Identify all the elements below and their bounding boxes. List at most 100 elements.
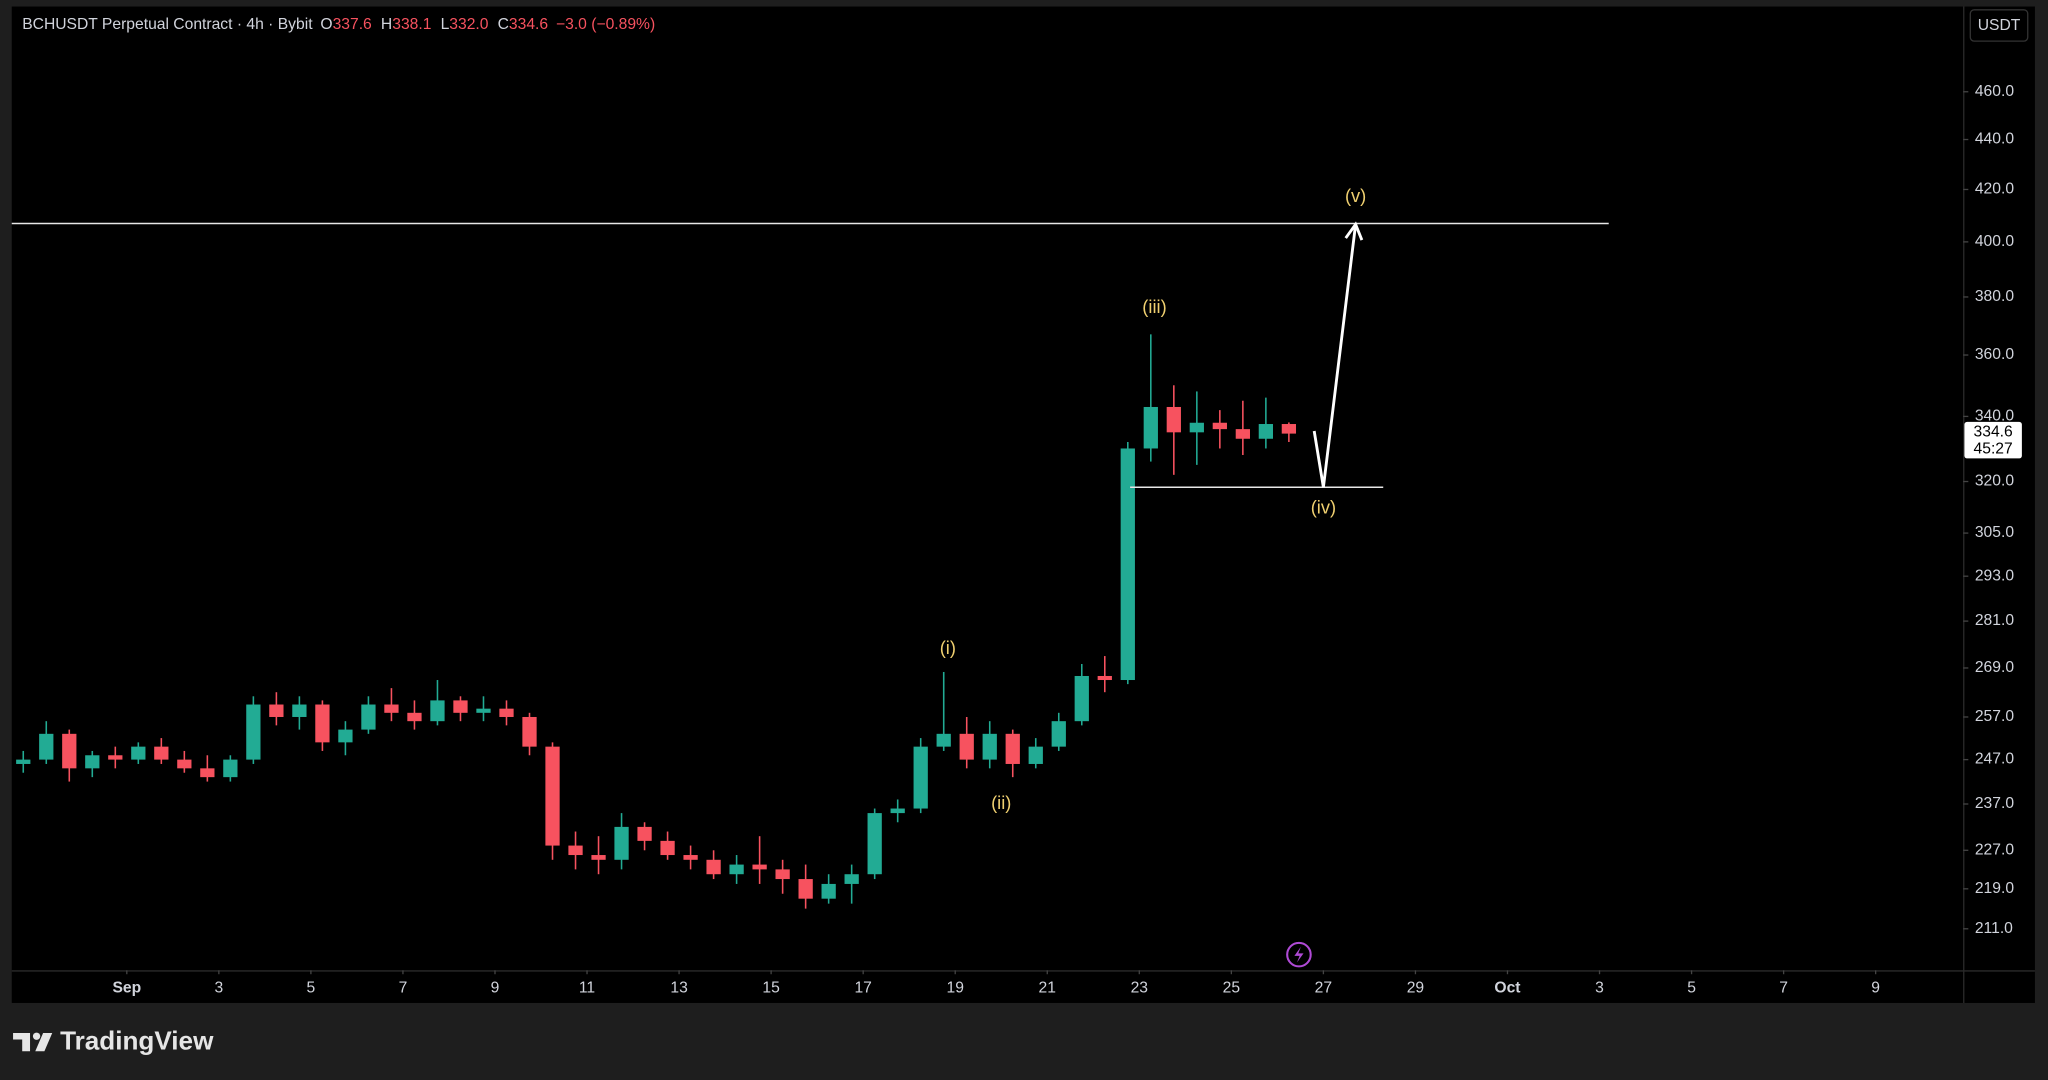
candle-body: [62, 733, 77, 769]
y-tick-label: 400.0: [1975, 233, 2014, 250]
x-tick-label: 23: [1131, 980, 1149, 997]
candle: [499, 700, 514, 726]
candle: [959, 716, 974, 769]
price-badge-value: 334.6: [1974, 423, 2013, 440]
candle-body: [499, 708, 514, 717]
candle-body: [1258, 424, 1273, 439]
candle-body: [476, 708, 491, 713]
candle-body: [246, 704, 261, 760]
wave-arrow: [1312, 224, 1358, 488]
y-tick-label: 460.0: [1975, 83, 2014, 100]
candle-body: [154, 746, 169, 760]
candle: [177, 750, 192, 773]
candle-body: [1281, 424, 1297, 434]
x-tick-label: 19: [947, 980, 964, 997]
y-tick-label: 340.0: [1975, 408, 2014, 425]
candle: [246, 696, 261, 764]
candle-body: [545, 746, 560, 846]
y-tick-label: 247.0: [1975, 751, 2014, 768]
alert-icon[interactable]: [1286, 941, 1312, 968]
candle-body: [292, 704, 307, 717]
candle-body: [798, 879, 813, 899]
candle-body: [1074, 675, 1089, 722]
x-tick-label: 21: [1039, 980, 1056, 997]
wave-label: (i): [940, 637, 956, 658]
candle-body: [683, 855, 698, 860]
candle-body: [1166, 406, 1181, 433]
logo: TradingView: [13, 1026, 214, 1056]
y-tick-label: 305.0: [1975, 524, 2014, 541]
y-tick-label: 360.0: [1975, 346, 2014, 363]
candle-body: [752, 864, 767, 870]
price-badge-countdown: 45:27: [1974, 440, 2013, 457]
candle: [1212, 410, 1227, 449]
candle-body: [1051, 721, 1066, 747]
symbol: BCHUSDT Perpetual Contract · 4h · Bybit: [22, 16, 313, 33]
candle-body: [1028, 746, 1043, 764]
candle-body: [729, 864, 744, 875]
candle: [982, 721, 997, 769]
candle: [568, 831, 583, 870]
candle: [1281, 422, 1297, 442]
candle: [614, 813, 629, 870]
candle: [315, 700, 330, 751]
candle: [1166, 385, 1181, 475]
candle-body: [430, 700, 445, 722]
candle: [223, 755, 238, 782]
x-tick-label: 11: [579, 980, 595, 997]
candle-body: [108, 755, 123, 760]
candle-body: [1212, 422, 1227, 430]
alert-circle: [1286, 941, 1312, 968]
candle: [1258, 397, 1273, 449]
candle: [108, 746, 123, 769]
candle: [453, 696, 468, 722]
candle-body: [200, 768, 215, 778]
x-tick-label: 5: [307, 980, 316, 997]
candle: [384, 688, 399, 722]
ohlc-value: 338.1: [392, 16, 431, 33]
price-badge: [1964, 421, 2022, 459]
ohlc-label: L: [441, 16, 450, 33]
x-tick-label: 3: [214, 980, 223, 997]
y-tick-label: 269.0: [1975, 659, 2014, 676]
candle-body: [1143, 406, 1158, 449]
candle: [1189, 391, 1204, 465]
candle-body: [936, 733, 951, 747]
candle-body: [1120, 448, 1135, 681]
candle: [200, 755, 215, 782]
candle: [1143, 334, 1158, 462]
candle-body: [844, 874, 859, 884]
candle: [292, 696, 307, 730]
candle: [1235, 400, 1250, 456]
chart-panel: [11, 6, 2035, 1003]
candle: [430, 680, 445, 726]
x-tick-label: 13: [670, 980, 688, 997]
candle: [752, 836, 767, 884]
currency-box[interactable]: [1969, 9, 2029, 42]
y-tick-label: 440.0: [1975, 131, 2014, 148]
candle: [1097, 656, 1112, 693]
symbol-header: BCHUSDT Perpetual Contract · 4h · Bybit O…: [22, 16, 655, 33]
candle: [131, 742, 146, 764]
candle: [522, 712, 537, 756]
candle: [591, 836, 606, 875]
candle-body: [706, 859, 721, 875]
candle: [1051, 712, 1066, 751]
candle: [775, 859, 790, 894]
candle: [269, 692, 284, 726]
candle-body: [568, 845, 583, 856]
candle: [1120, 441, 1135, 685]
candle: [821, 874, 836, 904]
wave-label: (iii): [1142, 296, 1166, 317]
candle-body: [913, 746, 928, 809]
ohlc-value: 334.6: [509, 16, 548, 33]
wave-label: (v): [1345, 185, 1366, 206]
x-tick-label: 7: [1779, 980, 1788, 997]
candle: [890, 799, 905, 823]
ohlc-label: O: [320, 16, 332, 33]
candle: [476, 696, 491, 722]
alert-bolt: [1294, 946, 1304, 963]
ohlc-label: H: [381, 16, 392, 33]
currency: USDT: [1978, 17, 2021, 34]
